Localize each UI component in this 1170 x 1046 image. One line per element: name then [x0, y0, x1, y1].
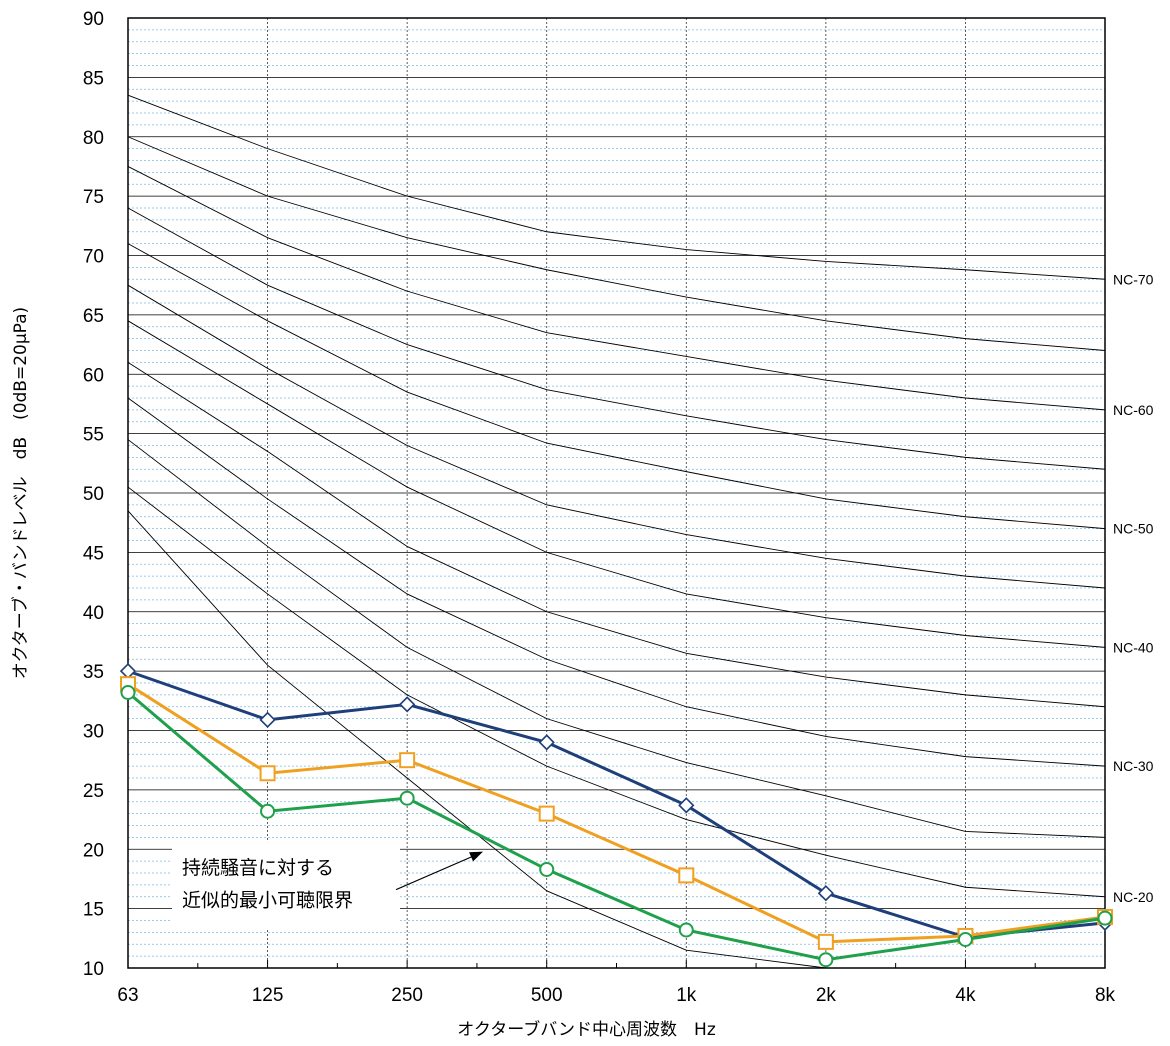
nc-label: NC-60 [1113, 402, 1154, 418]
nc-curve [127, 284, 1106, 589]
diamond-marker [678, 797, 695, 814]
data-series [119, 662, 1114, 968]
x-tick-label: 1k [676, 985, 697, 1006]
nc-curve [127, 361, 1106, 708]
y-tick-label: 30 [83, 722, 104, 743]
annotation: 持続騒音に対する 近似的最小可聴限界 [172, 842, 483, 930]
x-tick-label: 8k [1095, 985, 1116, 1006]
nc-label: NC-50 [1113, 521, 1154, 537]
nc-label: NC-70 [1113, 271, 1154, 287]
y-axis-ticks: 10 15 20 25 30 35 40 45 50 55 60 65 70 75 80 85 90 [83, 9, 104, 980]
circle-marker [539, 861, 555, 877]
annotation-box [172, 842, 400, 930]
square-marker [538, 805, 555, 822]
y-tick-label: 60 [83, 365, 104, 386]
diamond-marker [399, 696, 416, 713]
y-tick-label: 25 [83, 781, 104, 802]
nc-label: NC-30 [1113, 758, 1154, 774]
y-tick-label: 90 [83, 9, 104, 30]
diamond-marker [817, 885, 834, 902]
nc-label: NC-40 [1113, 639, 1154, 655]
annotation-arrowhead [469, 851, 483, 862]
y-tick-label: 40 [83, 603, 104, 624]
nc-curve [127, 320, 1106, 648]
x-tick-label: 63 [117, 985, 138, 1006]
nc-label: NC-20 [1113, 889, 1154, 905]
y-tick-label: 80 [83, 128, 104, 149]
nc-curve [127, 439, 1106, 838]
diamond-marker [259, 711, 276, 728]
x-axis-label: オクターブバンド中心周波数 Hz [457, 1019, 716, 1040]
nc-curve [127, 207, 1106, 470]
x-tick-label: 125 [252, 985, 284, 1006]
square-marker [817, 933, 834, 950]
diamond-marker [119, 662, 137, 680]
y-axis-label: オクターブ・バンドレベル dB (0dB=20μPa) [10, 307, 31, 679]
y-tick-label: 20 [83, 840, 104, 861]
y-tick-label: 55 [83, 425, 104, 446]
circle-marker [399, 790, 415, 806]
square-marker [399, 752, 416, 769]
y-tick-label: 35 [83, 662, 104, 683]
x-tick-label: 2k [816, 985, 837, 1006]
x-tick-label: 250 [391, 985, 423, 1006]
fine-gridlines [128, 29, 1105, 957]
y-tick-label: 65 [83, 306, 104, 327]
circle-marker [1097, 910, 1113, 926]
x-tick-label: 4k [955, 985, 976, 1006]
series-line [127, 691, 1106, 962]
y-tick-label: 70 [83, 247, 104, 268]
circle-marker [818, 952, 834, 968]
nc-curve [127, 397, 1106, 767]
y-tick-label: 15 [83, 900, 104, 921]
y-tick-label: 85 [83, 68, 104, 89]
circle-marker [260, 803, 276, 819]
x-tick-label: 500 [531, 985, 563, 1006]
circle-marker [957, 932, 973, 947]
annotation-line-2: 近似的最小可聴限界 [182, 889, 353, 911]
series-line [127, 682, 1106, 944]
circle-marker [120, 685, 136, 700]
square-marker [259, 765, 276, 782]
nc-curve [127, 486, 1106, 898]
nc-curves [127, 94, 1106, 898]
nc-curve-labels: NC-70 NC-60 NC-50 NC-40 NC-30 NC-20 [1113, 271, 1154, 905]
series-line [127, 669, 1106, 939]
diamond-marker [538, 734, 555, 751]
annotation-line-1: 持続騒音に対する [182, 857, 334, 879]
circle-marker [678, 922, 694, 938]
y-tick-label: 75 [83, 187, 104, 208]
y-tick-label: 50 [83, 484, 104, 505]
y-tick-label: 10 [83, 959, 104, 980]
x-axis-ticks: 63 125 250 500 1k 2k 4k 8k [117, 960, 1116, 1006]
nc-curve [127, 166, 1106, 411]
nc-curve [127, 243, 1106, 530]
y-tick-label: 45 [83, 543, 104, 564]
annotation-arrow [395, 853, 480, 891]
nc-curve [127, 136, 1106, 351]
nc-curve [127, 94, 1106, 280]
square-marker [678, 867, 695, 884]
